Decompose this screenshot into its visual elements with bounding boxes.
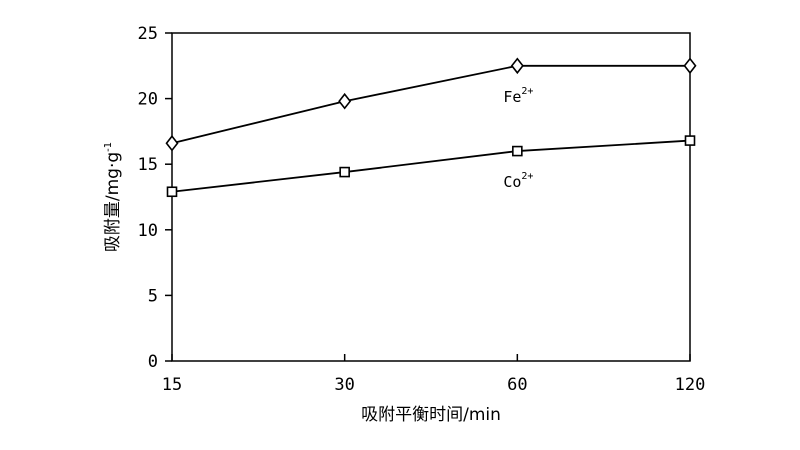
x-axis-ticks: 15 30 60 120 xyxy=(162,354,706,395)
series-label-fe: Fe2+ xyxy=(503,86,533,106)
y-tick-label: 0 xyxy=(148,352,158,372)
series-label-co: Co2+ xyxy=(503,171,533,191)
y-axis-ticks: 0 5 10 15 20 25 xyxy=(138,24,172,372)
data-point-fe xyxy=(683,57,697,75)
y-axis-title: 吸附量/mg·g-1 xyxy=(103,142,123,252)
series-layer xyxy=(165,57,697,198)
data-point-co xyxy=(166,186,178,198)
data-point-fe xyxy=(510,57,524,75)
data-point-fe xyxy=(165,134,179,152)
data-point-co xyxy=(512,145,523,157)
data-point-co xyxy=(684,135,696,146)
data-point-co xyxy=(339,166,350,178)
x-tick-label: 30 xyxy=(334,375,354,395)
svg-text:吸附量/mg·g-1: 吸附量/mg·g-1 xyxy=(103,142,123,252)
series-line-fe xyxy=(171,64,690,145)
x-tick-label: 15 xyxy=(162,375,182,395)
y-tick-label: 5 xyxy=(148,286,158,306)
x-axis-title: 吸附平衡时间/min xyxy=(361,405,501,425)
y-tick-label: 20 xyxy=(138,90,158,110)
series-label-name: Fe xyxy=(503,88,521,106)
y-tick-label: 15 xyxy=(138,155,158,175)
series-line-co xyxy=(171,139,691,193)
data-point-fe xyxy=(338,92,352,110)
series-label-name: Co xyxy=(503,173,521,191)
plot-frame xyxy=(171,32,691,362)
x-tick-label: 120 xyxy=(675,375,706,395)
y-axis-title-main: 吸附量/mg·g xyxy=(103,152,123,252)
y-tick-label: 25 xyxy=(138,24,158,44)
series-label-superscript: 2+ xyxy=(521,171,533,182)
y-tick-label: 10 xyxy=(138,221,158,241)
series-labels: Fe2+Co2+ xyxy=(503,86,533,191)
x-tick-label: 60 xyxy=(507,375,527,395)
series-label-superscript: 2+ xyxy=(521,86,533,97)
y-axis-title-superscript: -1 xyxy=(103,142,114,152)
